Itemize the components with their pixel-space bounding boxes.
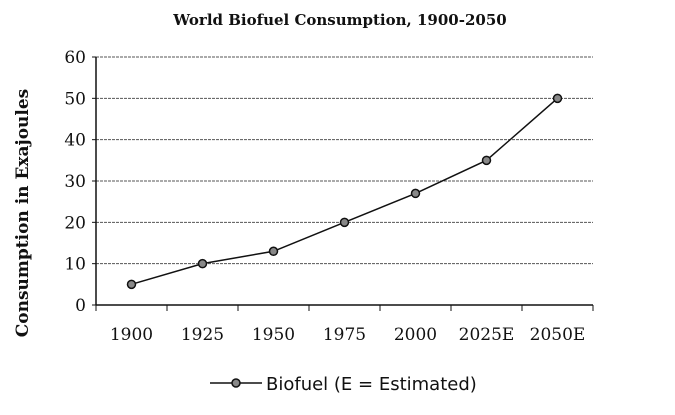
x-tick-label: 1900 (110, 325, 153, 345)
legend: Biofuel (E = Estimated) (210, 374, 477, 395)
y-tick-label: 50 (64, 89, 86, 109)
data-point (126, 279, 137, 290)
x-tick-label: 1925 (181, 325, 224, 345)
y-axis-label: Consumption in Exajoules (13, 89, 33, 338)
data-point (552, 93, 563, 104)
data-point (481, 155, 492, 166)
chart-title: World Biofuel Consumption, 1900-2050 (172, 11, 506, 29)
y-tick-label: 60 (64, 48, 86, 68)
y-tick-label: 20 (64, 213, 86, 233)
x-tick-label: 1975 (323, 325, 366, 345)
data-point (197, 258, 208, 269)
y-tick-label: 10 (64, 255, 86, 275)
data-point (268, 246, 279, 257)
data-point (410, 188, 421, 199)
legend-label: Biofuel (E = Estimated) (266, 374, 477, 395)
x-tick-label: 2050E (530, 325, 586, 345)
x-tick-label: 2025E (459, 325, 515, 345)
legend-marker (231, 378, 241, 388)
data-point (339, 217, 350, 228)
y-tick-label: 30 (64, 172, 86, 192)
series-line (131, 97, 558, 286)
y-tick-label: 40 (64, 131, 86, 151)
x-tick-label: 2000 (394, 325, 437, 345)
x-tick-label: 1950 (252, 325, 295, 345)
y-tick-label: 0 (75, 296, 86, 316)
